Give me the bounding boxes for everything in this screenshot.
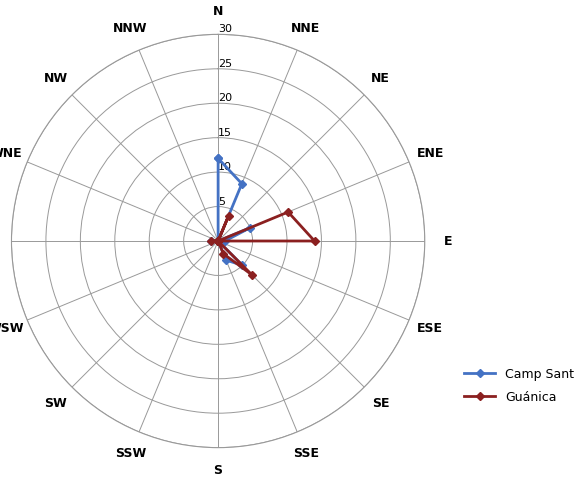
Guánica <box>249 272 255 278</box>
Camp Santiago <box>238 181 245 187</box>
Guánica <box>311 238 318 244</box>
Camp Santiago <box>215 238 222 244</box>
Line: Guánica: Guánica <box>208 209 317 278</box>
Guánica <box>225 213 232 218</box>
Guánica <box>215 238 222 244</box>
Legend: Camp Santiago, Guánica: Camp Santiago, Guánica <box>464 368 574 403</box>
Guánica <box>215 238 222 244</box>
Camp Santiago <box>208 238 215 244</box>
Camp Santiago <box>215 238 222 244</box>
Guánica <box>215 238 222 244</box>
Camp Santiago <box>215 156 222 161</box>
Camp Santiago <box>222 238 228 244</box>
Camp Santiago <box>215 238 222 244</box>
Guánica <box>215 238 222 244</box>
Guánica <box>208 238 215 244</box>
Camp Santiago <box>215 238 222 244</box>
Camp Santiago <box>239 263 246 268</box>
Camp Santiago <box>246 225 253 231</box>
Camp Santiago <box>215 238 222 244</box>
Guánica <box>215 238 222 244</box>
Camp Santiago <box>223 257 230 263</box>
Guánica <box>215 238 222 244</box>
Guánica <box>220 251 227 256</box>
Guánica <box>215 238 222 244</box>
Line: Camp Santiago: Camp Santiago <box>208 156 253 268</box>
Guánica <box>215 238 222 244</box>
Camp Santiago <box>215 238 222 244</box>
Guánica <box>215 238 222 244</box>
Camp Santiago <box>215 238 222 244</box>
Camp Santiago <box>215 156 222 161</box>
Guánica <box>285 209 292 215</box>
Guánica <box>215 238 222 244</box>
Camp Santiago <box>215 238 222 244</box>
Camp Santiago <box>215 238 222 244</box>
Guánica <box>215 238 222 244</box>
